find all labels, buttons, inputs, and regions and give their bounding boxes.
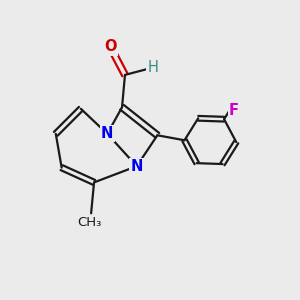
Text: F: F [229,103,239,118]
Text: O: O [104,39,116,54]
Text: CH₃: CH₃ [77,216,102,229]
Text: N: N [130,159,143,174]
Text: N: N [101,126,113,141]
Text: H: H [148,60,158,75]
